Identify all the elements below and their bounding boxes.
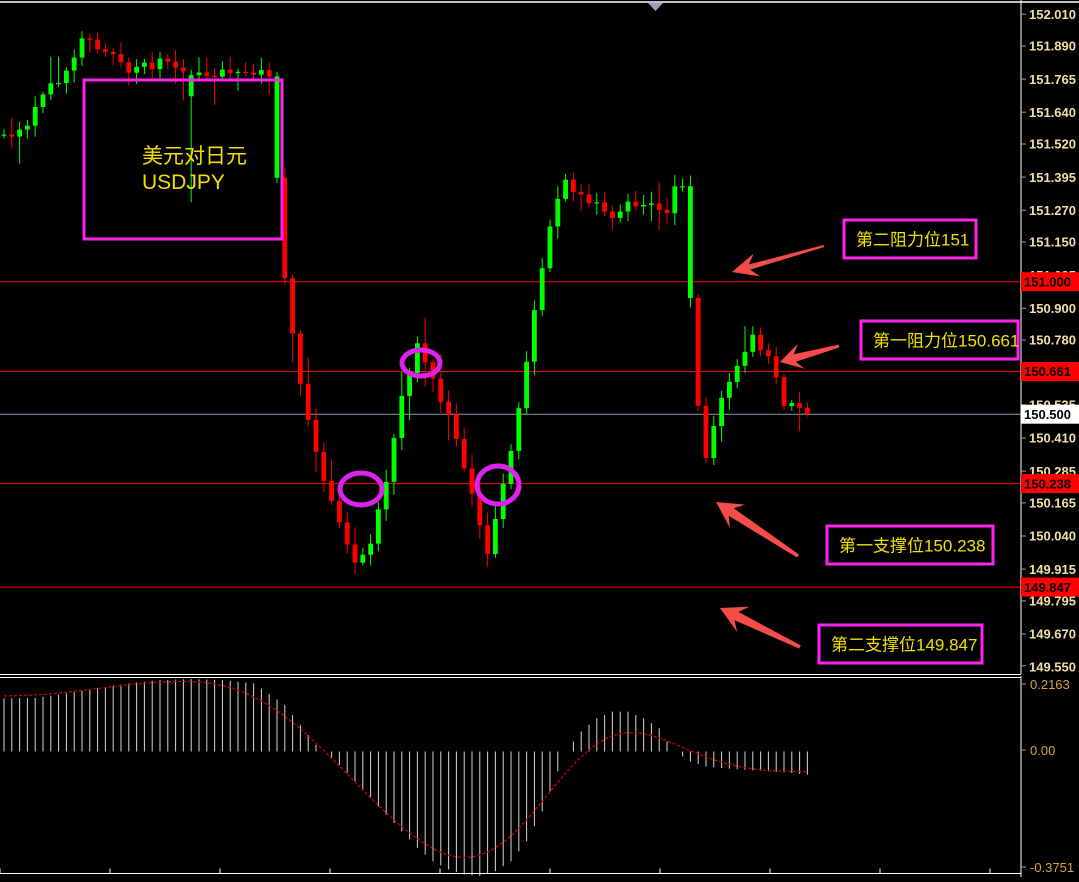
svg-text:151.150: 151.150 bbox=[1029, 235, 1076, 250]
svg-text:150.040: 150.040 bbox=[1029, 529, 1076, 544]
svg-text:150.900: 150.900 bbox=[1029, 301, 1076, 316]
svg-text:149.915: 149.915 bbox=[1029, 562, 1076, 577]
svg-text:151.640: 151.640 bbox=[1029, 105, 1076, 120]
svg-text:150.238: 150.238 bbox=[1024, 476, 1071, 491]
svg-text:第一阻力位150.661: 第一阻力位150.661 bbox=[873, 332, 1019, 351]
svg-text:第二阻力位151: 第二阻力位151 bbox=[856, 231, 969, 250]
svg-text:150.661: 150.661 bbox=[1024, 364, 1071, 379]
svg-text:149.847: 149.847 bbox=[1024, 580, 1071, 595]
svg-text:150.410: 150.410 bbox=[1029, 431, 1076, 446]
svg-text:第一支撑位150.238: 第一支撑位150.238 bbox=[839, 537, 985, 556]
svg-text:149.670: 149.670 bbox=[1029, 627, 1076, 642]
svg-text:151.765: 151.765 bbox=[1029, 72, 1076, 87]
svg-text:150.165: 150.165 bbox=[1029, 496, 1076, 511]
svg-text:美元对日元: 美元对日元 bbox=[142, 145, 247, 168]
svg-text:第二支撑位149.847: 第二支撑位149.847 bbox=[831, 636, 977, 655]
svg-text:-0.3751: -0.3751 bbox=[1030, 860, 1074, 875]
svg-text:150.500: 150.500 bbox=[1024, 407, 1071, 422]
svg-text:150.780: 150.780 bbox=[1029, 333, 1076, 348]
svg-text:152.010: 152.010 bbox=[1029, 7, 1076, 22]
svg-text:USDJPY: USDJPY bbox=[142, 171, 225, 194]
svg-text:151.000: 151.000 bbox=[1024, 274, 1071, 289]
svg-text:151.890: 151.890 bbox=[1029, 39, 1076, 54]
svg-text:149.550: 149.550 bbox=[1029, 660, 1076, 675]
svg-text:151.395: 151.395 bbox=[1029, 170, 1076, 185]
svg-text:151.520: 151.520 bbox=[1029, 137, 1076, 152]
svg-text:0.2163: 0.2163 bbox=[1030, 677, 1070, 692]
svg-text:151.270: 151.270 bbox=[1029, 203, 1076, 218]
svg-text:0.00: 0.00 bbox=[1030, 743, 1055, 758]
